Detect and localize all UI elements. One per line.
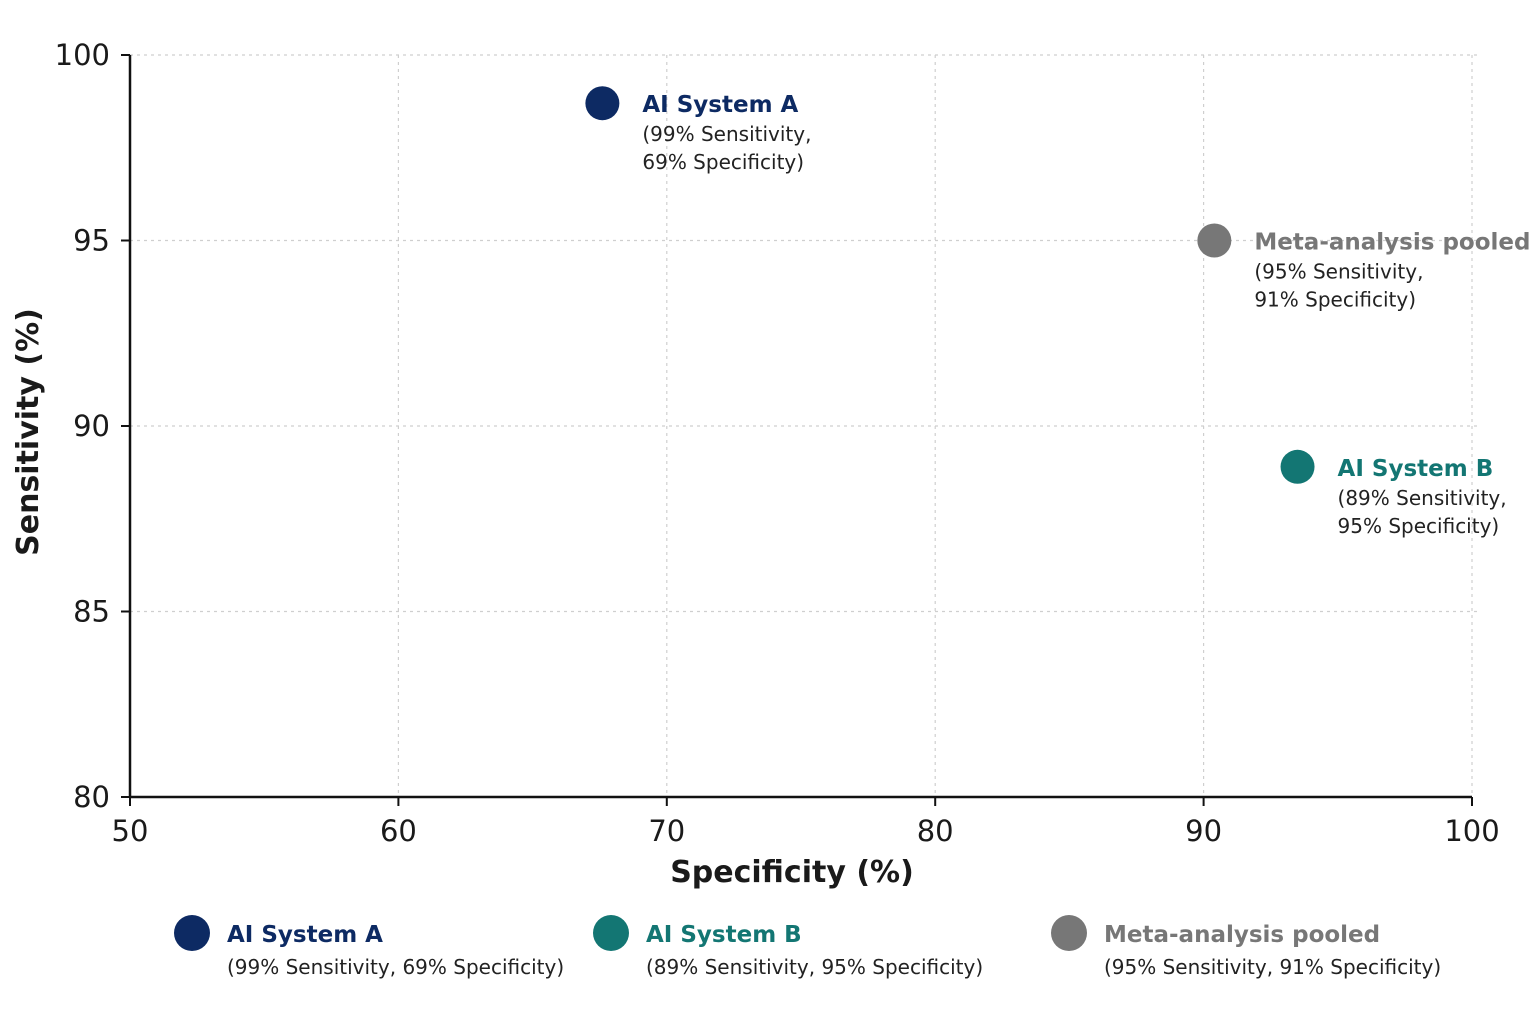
data-point	[1197, 223, 1232, 258]
point-group: AI System B (89% Sensitivity, 95% Specific…	[1280, 449, 1507, 538]
legend-detail: (89% Sensitivity, 95% Specificity)	[646, 955, 983, 979]
grid-layer	[130, 54, 1477, 797]
points-layer: AI System A (99% Sensitivity, 69% Specific…	[585, 86, 1530, 538]
point-label: AI System B	[1338, 456, 1494, 482]
legend-marker	[174, 915, 210, 951]
legend-marker	[593, 915, 629, 951]
x-tick-label: 80	[917, 814, 954, 848]
legend: AI System A (99% Sensitivity, 69% Specifi…	[174, 915, 1441, 979]
y-tick-label: 95	[73, 224, 110, 258]
x-tick-label: 70	[648, 814, 685, 848]
point-annotation-line1: (99% Sensitivity,	[642, 122, 811, 146]
point-annotation-line2: 69% Specificity)	[642, 150, 804, 174]
point-group: Meta-analysis pooled (95% Sensitivity, 91%…	[1197, 223, 1530, 312]
legend-detail: (95% Sensitivity, 91% Specificity)	[1104, 955, 1441, 979]
point-annotation-line1: (95% Sensitivity,	[1254, 260, 1423, 284]
point-group: AI System A (99% Sensitivity, 69% Specific…	[585, 86, 811, 174]
point-annotation-line2: 91% Specificity)	[1254, 288, 1416, 312]
y-axis-title: Sensitivity (%)	[11, 308, 46, 556]
data-point	[585, 86, 620, 121]
x-tick-label: 90	[1185, 814, 1222, 848]
legend-label: AI System B	[646, 922, 802, 948]
x-tick-label: 60	[380, 814, 417, 848]
point-label: AI System A	[642, 92, 798, 118]
tick-layer: 50 60 70 80 90 100 100 95 90 85 80	[55, 38, 1500, 848]
x-axis-title: Specificity (%)	[670, 855, 914, 890]
point-label: Meta-analysis pooled	[1254, 230, 1530, 256]
x-tick-label: 50	[112, 814, 149, 848]
y-tick-label: 100	[55, 38, 110, 72]
y-tick-label: 90	[73, 409, 110, 443]
y-tick-label: 85	[73, 595, 110, 629]
legend-item: AI System B (89% Sensitivity, 95% Specifi…	[593, 915, 983, 979]
y-tick-label: 80	[73, 780, 110, 814]
legend-label: AI System A	[227, 922, 383, 948]
legend-detail: (99% Sensitivity, 69% Specificity)	[227, 955, 564, 979]
legend-marker	[1051, 915, 1087, 951]
legend-item: Meta-analysis pooled (95% Sensitivity, 91…	[1051, 915, 1441, 979]
point-annotation-line2: 95% Specificity)	[1338, 514, 1500, 538]
legend-item: AI System A (99% Sensitivity, 69% Specifi…	[174, 915, 564, 979]
point-annotation-line1: (89% Sensitivity,	[1338, 486, 1507, 510]
data-point	[1280, 449, 1315, 484]
x-tick-label: 100	[1444, 814, 1499, 848]
legend-label: Meta-analysis pooled	[1104, 922, 1380, 948]
